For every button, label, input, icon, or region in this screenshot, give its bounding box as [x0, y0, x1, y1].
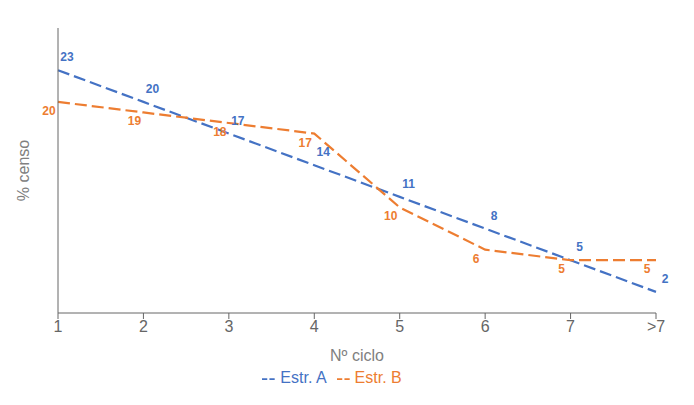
svg-text:17: 17: [231, 114, 245, 128]
svg-text:5: 5: [395, 318, 404, 335]
svg-text:2: 2: [662, 272, 669, 286]
svg-text:18: 18: [213, 125, 227, 139]
svg-text:>7: >7: [647, 318, 665, 335]
svg-text:17: 17: [299, 136, 313, 150]
svg-text:6: 6: [481, 318, 490, 335]
svg-text:5: 5: [644, 262, 651, 276]
svg-text:3: 3: [224, 318, 233, 335]
svg-text:10: 10: [384, 209, 398, 223]
svg-text:5: 5: [558, 262, 565, 276]
svg-text:6: 6: [473, 252, 480, 266]
svg-text:4: 4: [310, 318, 319, 335]
svg-text:23: 23: [60, 50, 74, 64]
svg-text:% censo: % censo: [15, 140, 32, 201]
html-text:Estr. A: Estr. A: [280, 369, 327, 386]
svg-text:7: 7: [566, 318, 575, 335]
svg-text:5: 5: [576, 240, 583, 254]
svg-text:19: 19: [128, 114, 142, 128]
svg-text:Nº ciclo: Nº ciclo: [330, 347, 384, 364]
html-text:Estr. B: Estr. B: [354, 369, 402, 386]
svg-text:11: 11: [402, 177, 415, 191]
svg-text:8: 8: [491, 209, 498, 223]
svg-text:20: 20: [42, 104, 56, 118]
svg-text:2: 2: [139, 318, 148, 335]
svg-text:20: 20: [146, 82, 160, 96]
svg-text:14: 14: [317, 145, 331, 159]
svg-text:1: 1: [54, 318, 63, 335]
